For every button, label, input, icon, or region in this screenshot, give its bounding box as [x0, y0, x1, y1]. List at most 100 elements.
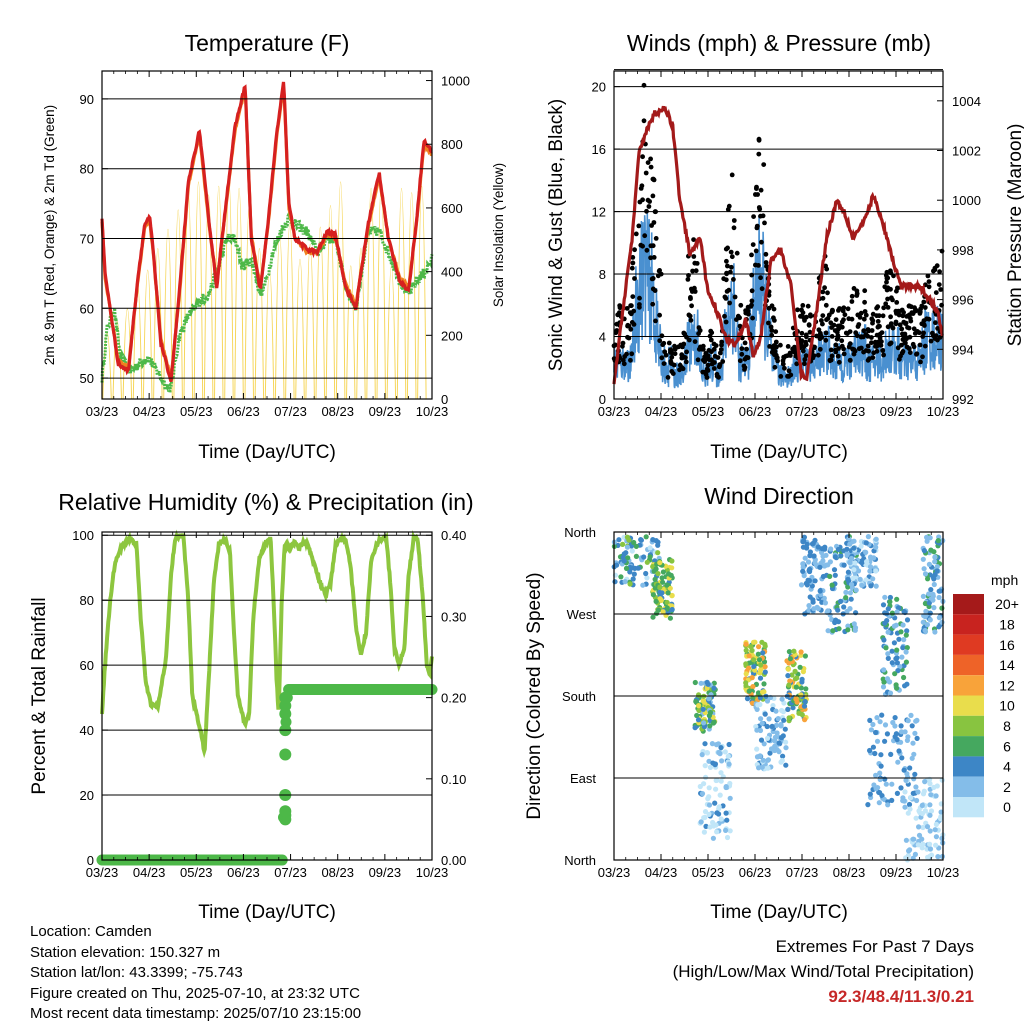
direction-title: Wind Direction — [704, 483, 854, 509]
gust-point — [749, 302, 754, 308]
direction-point — [881, 679, 887, 685]
gust-point — [744, 346, 749, 352]
direction-xlabel: Time (Day/UTC) — [710, 902, 848, 923]
gust-point — [900, 313, 906, 319]
gust-point — [643, 170, 649, 176]
gust-point — [690, 268, 695, 274]
direction-point — [838, 553, 844, 559]
gust-point — [831, 322, 837, 328]
gust-point — [659, 333, 665, 339]
direction-point — [704, 679, 710, 686]
direction-point — [756, 765, 762, 771]
direction-point — [762, 669, 768, 675]
gust-point — [839, 338, 845, 344]
direction-point — [865, 802, 871, 808]
direction-point — [920, 556, 926, 562]
direction-point — [647, 545, 653, 551]
gust-point — [830, 308, 835, 314]
gust-point — [849, 316, 855, 322]
direction-point — [755, 651, 761, 657]
gust-point — [800, 348, 806, 354]
direction-point — [643, 570, 649, 577]
direction-point — [612, 579, 618, 585]
direction-point — [868, 727, 875, 733]
direction-point — [936, 624, 942, 630]
direction-point — [806, 603, 812, 609]
x-tick-label: 03/23 — [598, 865, 631, 880]
direction-point — [903, 632, 909, 638]
direction-point — [907, 765, 913, 771]
direction-point — [927, 812, 933, 818]
direction-point — [798, 649, 804, 655]
direction-point — [618, 574, 624, 580]
direction-point — [899, 654, 905, 660]
direction-point — [773, 708, 779, 714]
direction-point — [706, 758, 712, 764]
gust-point — [825, 316, 831, 321]
direction-point — [789, 672, 795, 678]
gust-point — [657, 338, 663, 344]
direction-point — [926, 591, 932, 597]
gust-point — [644, 247, 650, 253]
y-right-tick-label: 992 — [952, 392, 974, 407]
gust-point — [926, 316, 932, 322]
direction-point — [926, 561, 933, 568]
gust-point — [755, 192, 760, 197]
direction-point — [706, 696, 712, 702]
direction-point — [903, 649, 909, 655]
y-tick-label: North — [564, 525, 596, 540]
direction-point — [900, 645, 906, 651]
gust-point — [781, 355, 787, 361]
gust-point — [719, 342, 724, 348]
gust-point — [724, 289, 730, 294]
gust-point — [677, 367, 682, 373]
direction-point — [820, 553, 826, 559]
direction-point — [644, 575, 650, 581]
y-tick-label: East — [570, 771, 596, 786]
gust-point — [649, 276, 655, 282]
direction-point — [785, 666, 791, 672]
direction-point — [804, 582, 810, 588]
gust-point — [637, 295, 642, 301]
gust-point — [802, 357, 808, 362]
gust-point — [828, 347, 834, 353]
direction-point — [820, 558, 826, 564]
x-tick-label: 09/23 — [880, 865, 913, 880]
direction-point — [754, 706, 760, 713]
gust-point — [742, 365, 748, 370]
gust-point — [793, 353, 799, 359]
direction-point — [878, 752, 884, 758]
gust-point — [881, 352, 886, 358]
direction-point — [898, 785, 904, 791]
gust-point — [794, 361, 800, 367]
x-tick-label: 06/23 — [739, 404, 772, 419]
direction-point — [847, 559, 853, 566]
gust-point — [823, 263, 828, 269]
direction-point — [889, 660, 895, 666]
gust-point — [633, 231, 639, 237]
direction-point — [621, 558, 627, 564]
direction-point — [893, 656, 899, 662]
gust-point — [700, 369, 706, 375]
direction-point — [807, 568, 813, 575]
gust-point — [922, 343, 928, 349]
y-tick-label: 4 — [599, 330, 606, 345]
gust-point — [666, 340, 672, 346]
gust-point — [773, 339, 779, 345]
extremes-subtitle: (High/Low/Max Wind/Total Precipitation) — [672, 962, 974, 981]
gust-point — [631, 308, 637, 314]
direction-point — [927, 610, 933, 616]
direction-point — [756, 657, 763, 663]
gust-point — [650, 193, 656, 199]
colorbar-label: 2 — [1003, 779, 1011, 795]
direction-point — [863, 540, 869, 546]
direction-point — [767, 750, 773, 756]
gust-point — [760, 213, 766, 219]
colorbar-swatch — [953, 756, 984, 777]
direction-point — [933, 842, 939, 848]
gust-point — [725, 207, 731, 212]
gust-point — [849, 299, 855, 304]
direction-point — [825, 628, 831, 634]
gust-point — [841, 346, 846, 352]
gust-point — [806, 322, 812, 328]
